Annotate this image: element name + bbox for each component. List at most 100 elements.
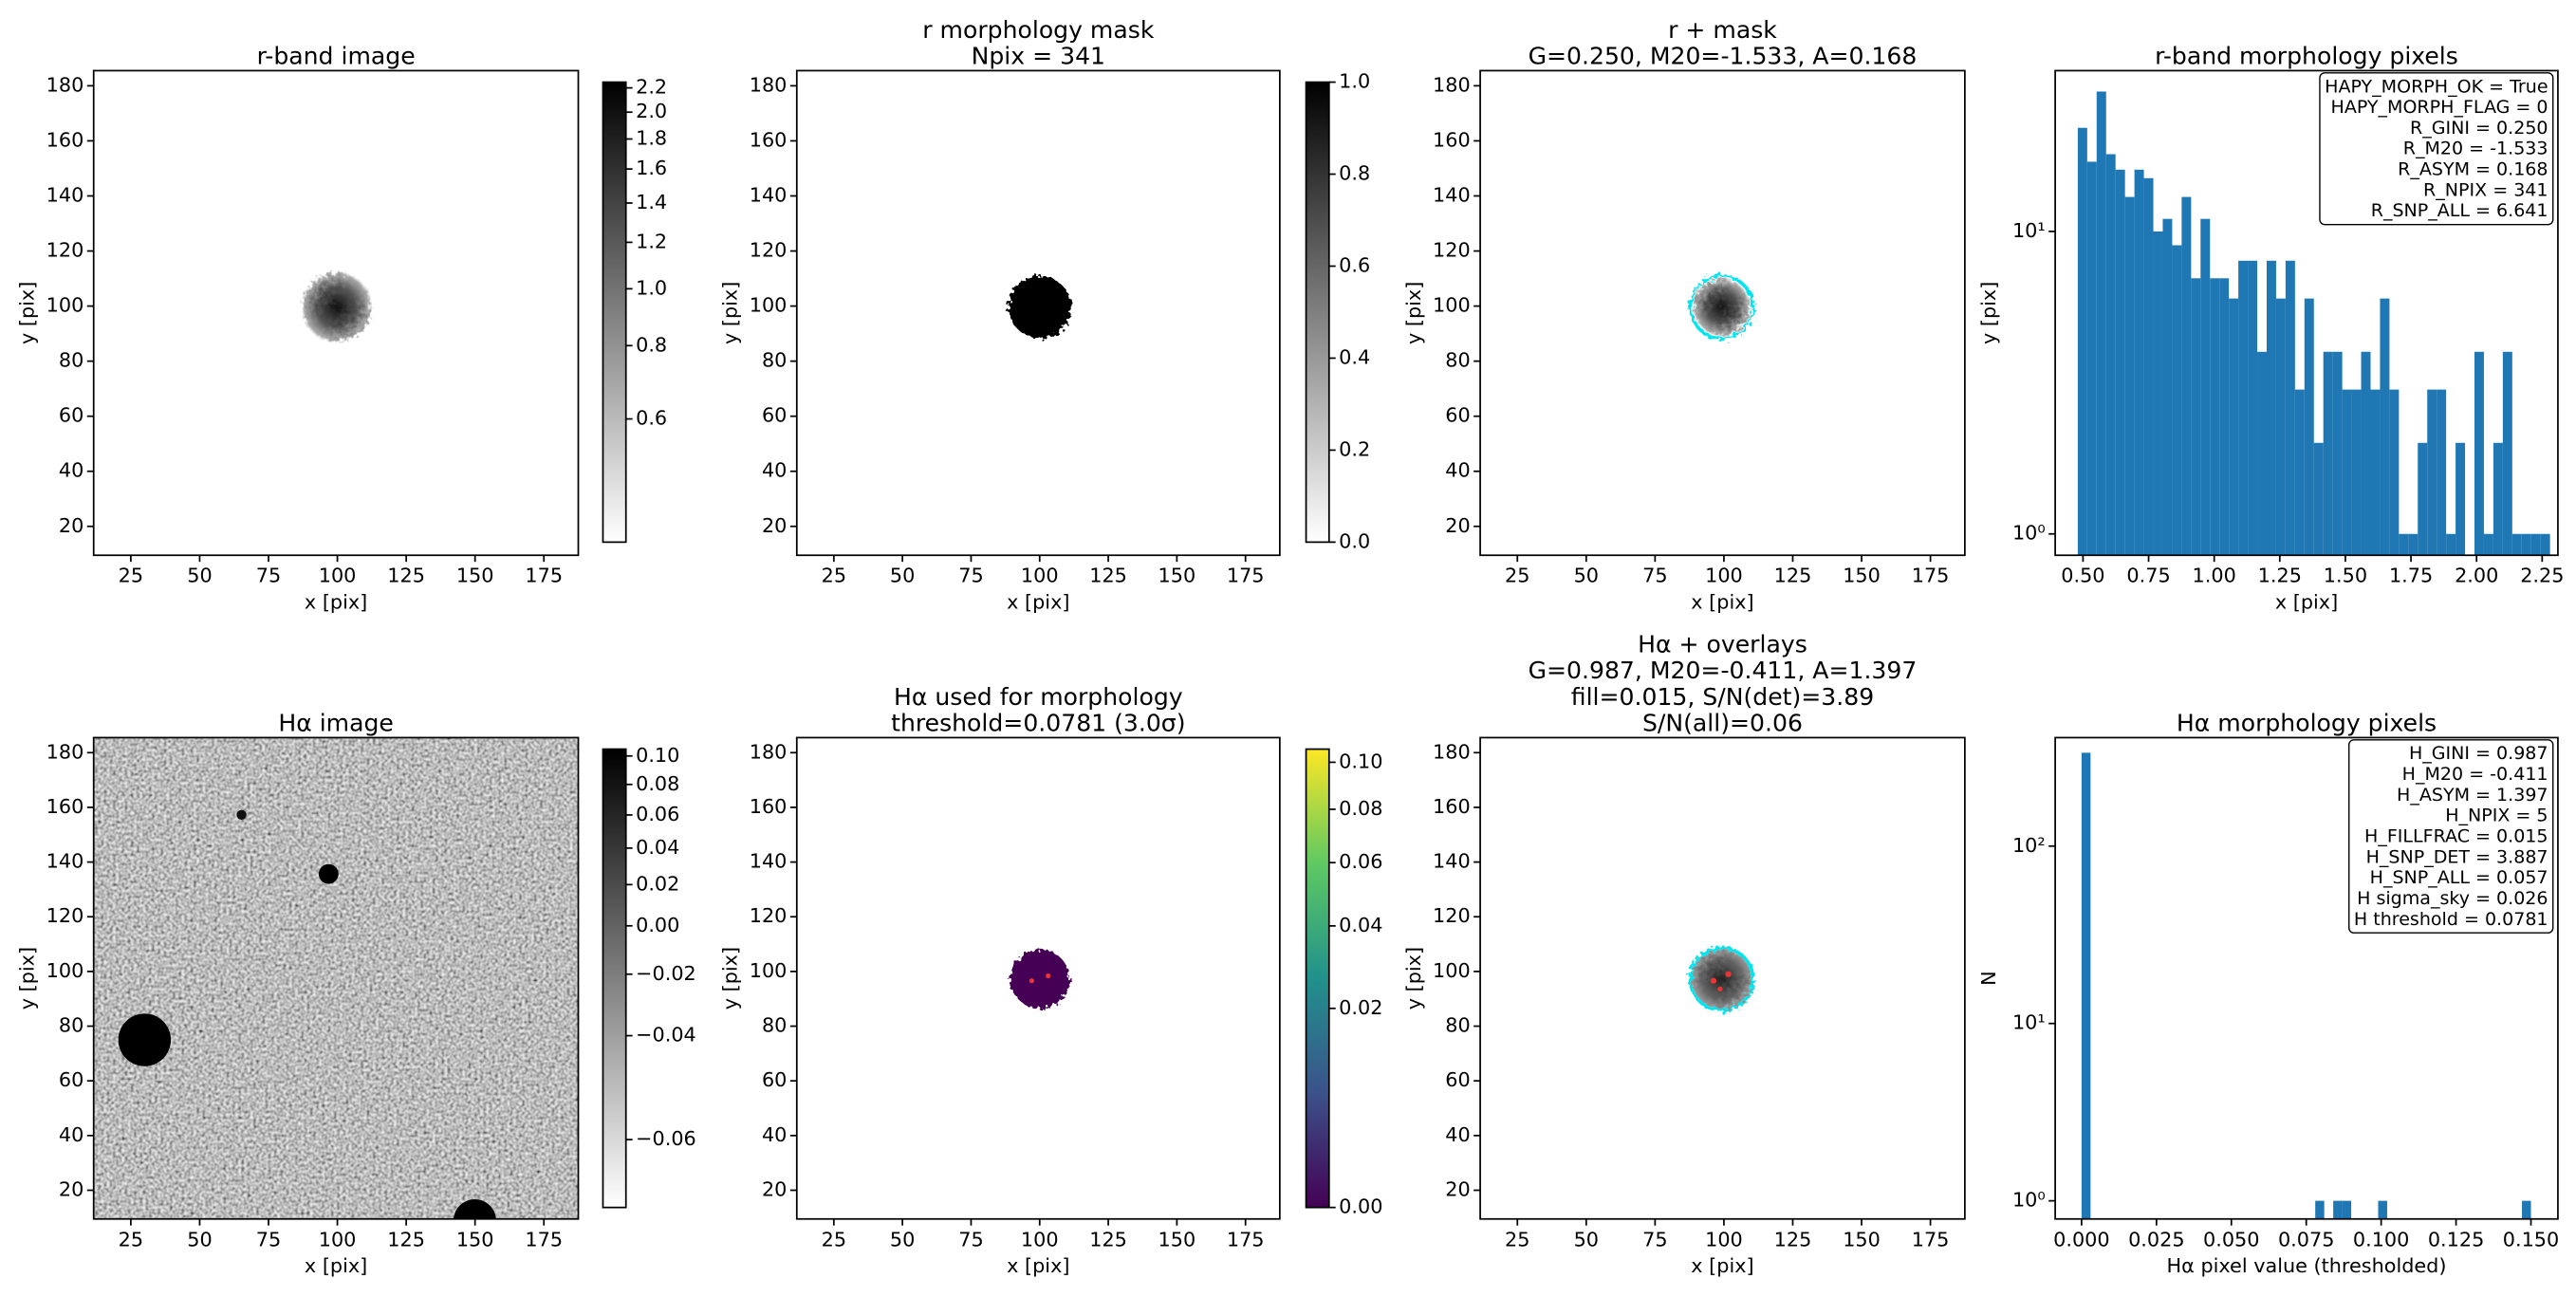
y-tick-label: 60 <box>59 404 83 427</box>
y-tick-label: 10¹ <box>2012 1011 2046 1034</box>
histogram-bar <box>2266 260 2276 556</box>
panel-title: r + mask <box>1668 16 1777 44</box>
histogram-bar <box>2257 351 2267 556</box>
y-tick-label: 160 <box>46 795 84 818</box>
annotation-text: R_GINI = 0.250 <box>2410 118 2548 139</box>
histogram-bar <box>2530 533 2541 556</box>
histogram-bar <box>2315 1200 2325 1219</box>
x-tick-label: 100 <box>319 1228 357 1251</box>
x-tick-label: 150 <box>1843 565 1881 587</box>
histogram-bar <box>2248 260 2258 556</box>
histogram-bar <box>2313 442 2324 556</box>
histogram-bar <box>2304 298 2314 556</box>
x-tick-label: 125 <box>1089 1228 1127 1251</box>
colorbar-tick-label: 0.08 <box>1339 797 1382 820</box>
annotation-text: H_ASYM = 1.397 <box>2397 785 2548 806</box>
y-tick-label: 100 <box>1433 294 1471 317</box>
colorbar-tick-label: 0.02 <box>1339 996 1382 1019</box>
y-tick-label: 160 <box>750 795 788 818</box>
annotation-text: R_M20 = -1.533 <box>2403 139 2548 159</box>
x-tick-label: 175 <box>525 565 563 587</box>
x-tick-label: 100 <box>319 565 357 587</box>
annotation-text: R_SNP_ALL = 6.641 <box>2371 200 2548 221</box>
y-tick-label: 20 <box>59 1177 83 1200</box>
x-tick-label: 50 <box>187 1228 212 1251</box>
x-tick-label: 100 <box>1705 1228 1743 1251</box>
axes-frame <box>92 69 580 557</box>
x-tick-label: 0.025 <box>2128 1228 2184 1251</box>
histogram-bar <box>2361 351 2371 556</box>
histogram-bar <box>2342 389 2352 556</box>
y-tick-label: 140 <box>750 184 788 207</box>
histogram-bar <box>2342 1200 2352 1219</box>
y-tick-label: 10⁰ <box>2012 1189 2046 1212</box>
histogram-bar <box>2333 1200 2343 1219</box>
histogram-bar <box>2483 533 2493 556</box>
y-tick-label: 180 <box>750 73 788 96</box>
panel-title: r-band image <box>257 43 416 70</box>
colorbar-tick-label: 1.8 <box>636 127 667 150</box>
histogram-bar <box>2086 161 2097 556</box>
histogram-bar <box>2427 389 2437 556</box>
colorbar-tick-label: 0.06 <box>1339 850 1382 873</box>
y-tick-label: 60 <box>762 1068 787 1091</box>
colorbar-tick-label: −0.06 <box>636 1127 696 1150</box>
axes-frame <box>92 736 580 1220</box>
y-tick-label: 40 <box>762 459 787 482</box>
x-tick-label: 1.50 <box>2324 565 2367 587</box>
panel-title: Hα image <box>278 710 394 737</box>
panel-title: Hα morphology pixels <box>2177 710 2437 737</box>
annotation-text: H_NPIX = 5 <box>2445 806 2548 826</box>
histogram-bar <box>2275 298 2286 556</box>
y-tick-label: 120 <box>46 904 84 927</box>
x-axis-label: x [pix] <box>1007 590 1069 613</box>
y-tick-label: 40 <box>1445 1123 1470 1146</box>
x-tick-label: 75 <box>958 1228 983 1251</box>
y-tick-label: 10¹ <box>2012 219 2046 242</box>
histogram-bar <box>2294 389 2305 556</box>
histogram-bar <box>2408 533 2418 556</box>
x-tick-label: 0.050 <box>2203 1228 2259 1251</box>
y-tick-label: 120 <box>1433 239 1471 262</box>
colorbar-tick-label: 0.04 <box>636 836 679 859</box>
y-tick-label: 100 <box>46 959 84 982</box>
colorbar-tick-label: 0.04 <box>1339 914 1382 936</box>
histogram-bar <box>2162 218 2173 556</box>
histogram-bar <box>2210 278 2220 556</box>
histogram-bar <box>2493 442 2503 556</box>
colorbar-tick-label: 1.6 <box>636 157 667 179</box>
x-tick-label: 50 <box>187 565 212 587</box>
y-tick-label: 20 <box>762 514 787 537</box>
annotation-text: H sigma_sky = 0.026 <box>2357 888 2548 909</box>
colorbar-tick-label: 0.06 <box>636 803 679 825</box>
x-tick-label: 125 <box>1774 565 1812 587</box>
y-tick-label: 140 <box>46 850 84 873</box>
y-axis-label: y [pix] <box>15 282 38 344</box>
y-axis-label: y [pix] <box>719 947 742 1010</box>
histogram-bar <box>2134 169 2144 556</box>
panel-title: S/N(all)=0.06 <box>1642 710 1803 737</box>
y-tick-label: 40 <box>762 1123 787 1146</box>
histogram-bar <box>2238 260 2249 556</box>
x-tick-label: 75 <box>1642 1228 1667 1251</box>
histogram-bar <box>2521 533 2531 556</box>
colorbar <box>602 81 627 544</box>
histogram-bar <box>2323 351 2333 556</box>
colorbar <box>1305 81 1330 544</box>
histogram-bar <box>2456 442 2466 556</box>
histogram-bar <box>2096 91 2106 556</box>
panel-title: Npix = 341 <box>972 43 1105 70</box>
annotation-text: H_SNP_ALL = 0.057 <box>2370 867 2548 888</box>
histogram-bar <box>2285 260 2295 556</box>
colorbar-tick-label: −0.02 <box>636 962 696 985</box>
y-tick-label: 180 <box>750 740 788 763</box>
y-tick-label: 80 <box>762 1014 787 1037</box>
x-tick-label: 150 <box>1843 1228 1881 1251</box>
x-tick-label: 175 <box>1912 1228 1950 1251</box>
x-tick-label: 50 <box>1574 565 1599 587</box>
colorbar-tick-label: 0.8 <box>636 333 667 356</box>
colorbar-tick-label: 2.2 <box>636 76 667 99</box>
panel-title: G=0.250, M20=-1.533, A=0.168 <box>1529 43 1918 70</box>
x-axis-label: x [pix] <box>1691 1254 1753 1277</box>
